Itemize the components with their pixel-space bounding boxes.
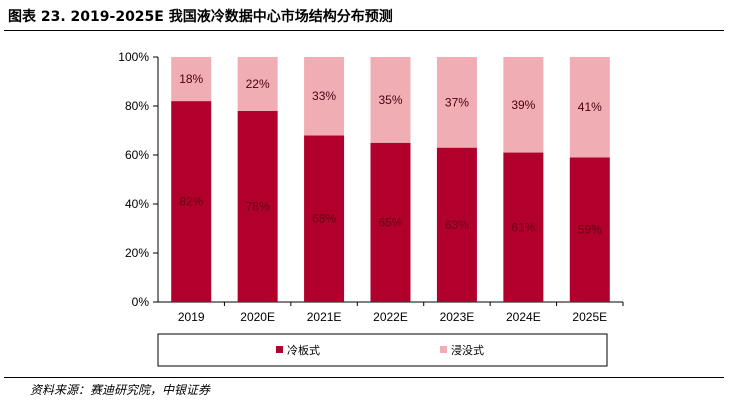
- data-label: 82%: [179, 195, 203, 209]
- y-tick-label: 0%: [132, 295, 150, 309]
- source-note: 资料来源：赛迪研究院，中银证券: [30, 383, 211, 397]
- bar-cold-plate: [171, 101, 212, 302]
- legend-label: 浸没式: [451, 344, 484, 357]
- chart-title: 图表 23. 2019-2025E 我国液冷数据中心市场结构分布预测: [8, 9, 393, 25]
- top-rule: [4, 30, 724, 31]
- legend-swatch: [276, 346, 283, 353]
- bar-immersion: [304, 57, 345, 136]
- data-label: 37%: [445, 95, 469, 109]
- bar-immersion: [370, 57, 411, 143]
- bar-cold-plate: [370, 142, 411, 302]
- bar-immersion: [171, 57, 212, 102]
- bar-cold-plate: [503, 152, 544, 302]
- x-tick-label: 2020E: [240, 310, 275, 324]
- bar-cold-plate: [237, 110, 278, 303]
- x-tick-label: 2021E: [307, 310, 342, 324]
- legend-box: [157, 333, 608, 367]
- y-tick-label: 80%: [125, 99, 149, 113]
- y-tick-label: 20%: [125, 246, 149, 260]
- data-label: 78%: [246, 199, 270, 213]
- bottom-rule: [4, 377, 724, 378]
- x-tick-label: 2025E: [572, 310, 607, 324]
- data-label: 33%: [312, 89, 336, 103]
- y-tick-label: 60%: [125, 148, 149, 162]
- bar-immersion: [503, 57, 544, 153]
- legend-label: 冷板式: [287, 343, 320, 357]
- y-tick-label: 40%: [125, 197, 149, 211]
- data-label: 65%: [378, 215, 402, 229]
- bar-cold-plate: [569, 157, 610, 302]
- bar-immersion: [237, 57, 278, 111]
- data-label: 61%: [511, 220, 535, 234]
- x-tick-label: 2022E: [373, 310, 408, 324]
- data-label: 68%: [312, 212, 336, 226]
- y-tick-label: 100%: [118, 50, 149, 64]
- data-label: 59%: [578, 223, 602, 237]
- bar-cold-plate: [436, 147, 477, 302]
- data-label: 35%: [378, 93, 402, 107]
- bar-immersion: [569, 57, 610, 158]
- x-tick-label: 2019: [178, 310, 205, 324]
- bar-immersion: [436, 57, 477, 148]
- data-label: 18%: [179, 72, 203, 86]
- x-tick-label: 2024E: [506, 310, 541, 324]
- data-label: 41%: [578, 100, 602, 114]
- data-label: 63%: [445, 218, 469, 232]
- legend-swatch: [440, 346, 447, 353]
- bar-cold-plate: [304, 135, 345, 302]
- data-label: 22%: [246, 77, 270, 91]
- x-tick-label: 2023E: [440, 310, 475, 324]
- data-label: 39%: [511, 98, 535, 112]
